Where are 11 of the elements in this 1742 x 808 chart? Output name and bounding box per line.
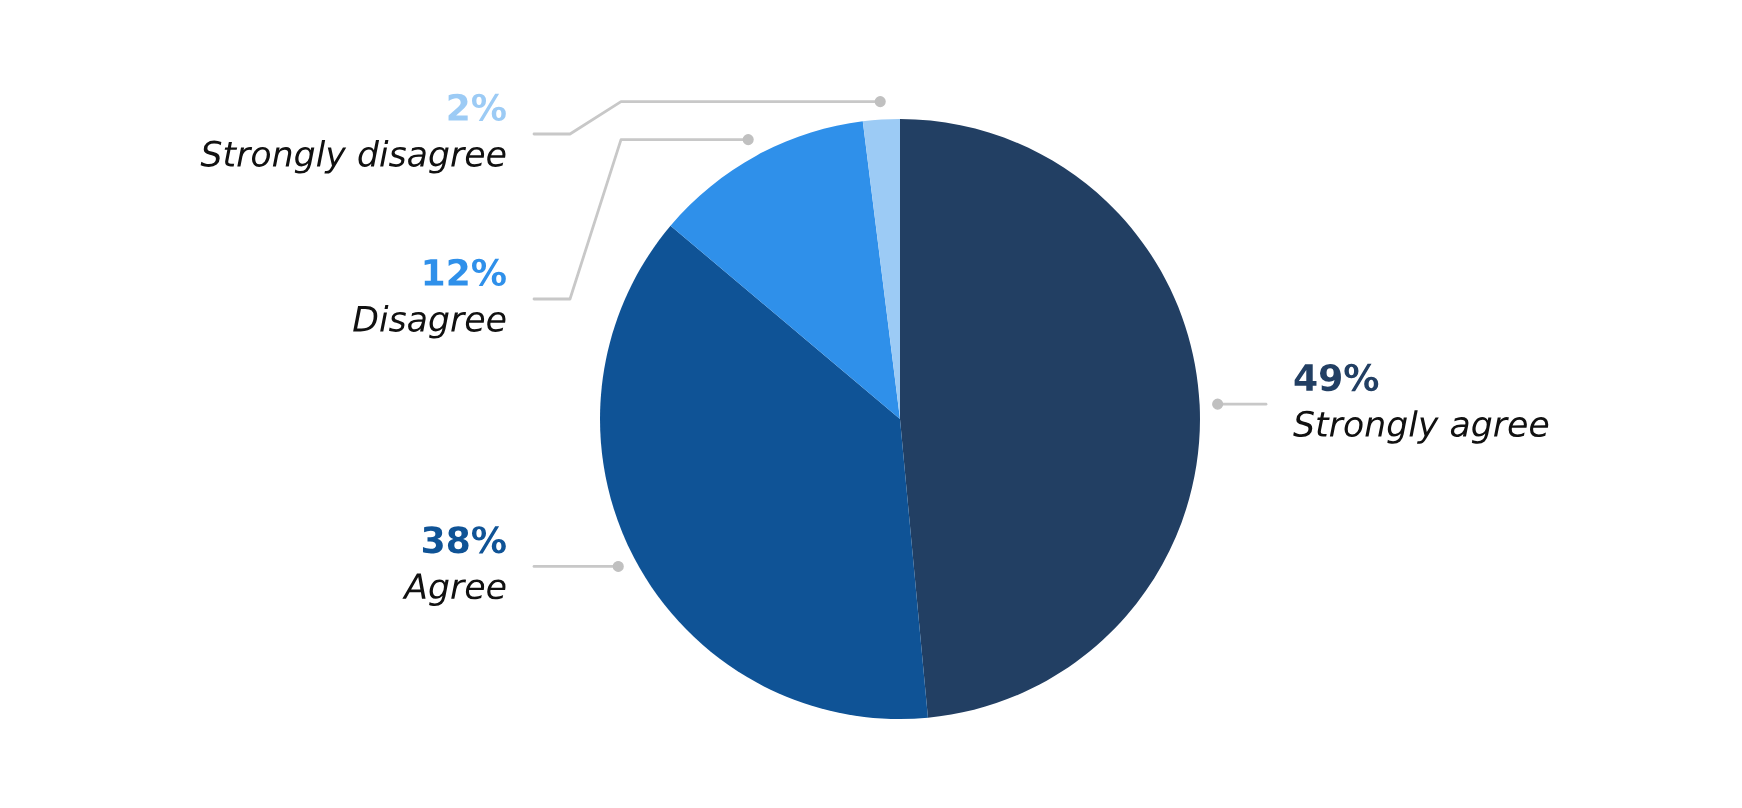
pie-slice: [670, 121, 900, 419]
pie-slice: [900, 119, 1200, 718]
slice-label: Strongly disagree: [200, 140, 506, 174]
slice-label: Disagree: [353, 305, 506, 339]
data-label: 38%: [422, 526, 506, 554]
slice-label: Strongly agree: [1293, 410, 1549, 444]
data-label: 2%: [448, 93, 506, 121]
data-label: 12%: [424, 258, 506, 286]
slice-label: Agree: [402, 573, 506, 607]
pie-slice: [600, 225, 928, 719]
data-label: 49%: [1294, 363, 1379, 392]
